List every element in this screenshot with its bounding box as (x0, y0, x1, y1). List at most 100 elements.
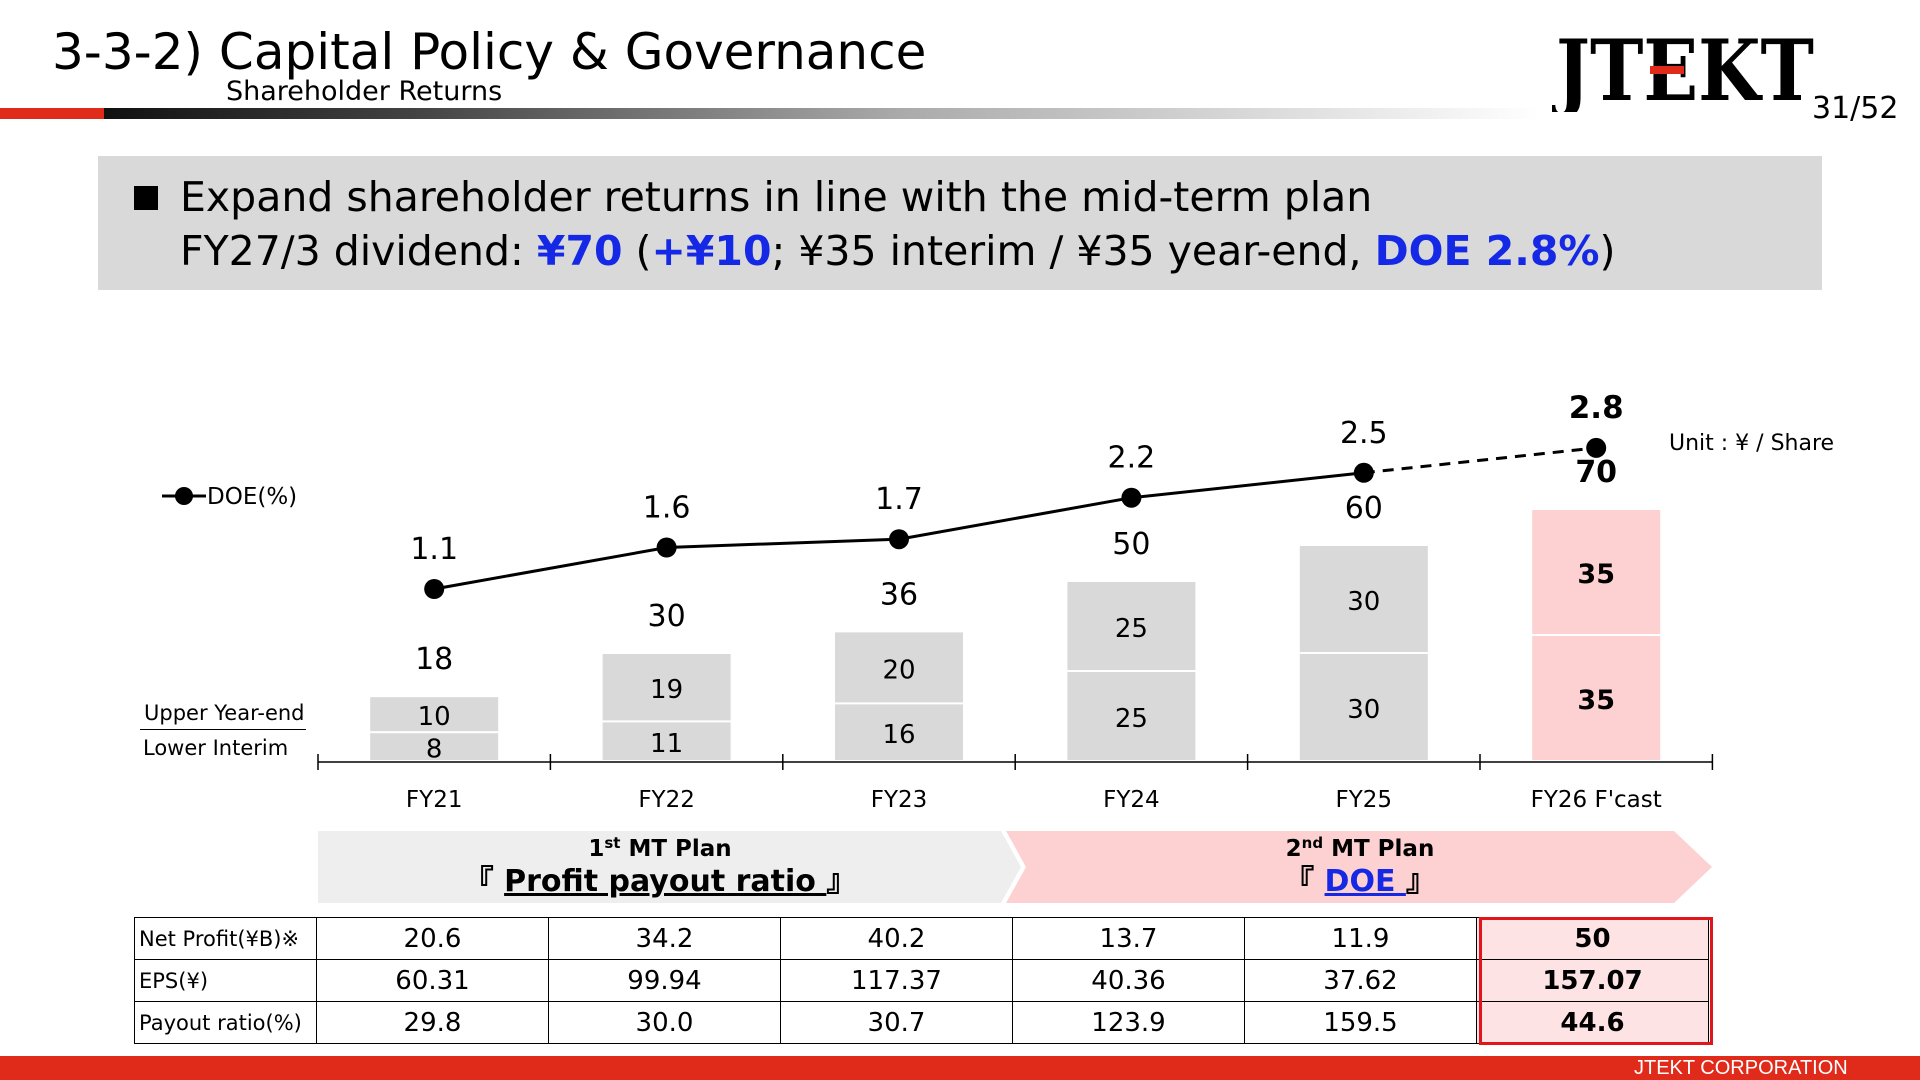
doe-point (656, 537, 677, 558)
message-banner: Expand shareholder returns in line with … (98, 156, 1822, 290)
table-cell: 13.7 (1012, 917, 1245, 960)
data-label-total: 60 (1345, 491, 1383, 526)
plan-2-label: 2nd MT Plan 『 DOE 』 (1020, 834, 1700, 900)
data-label-total: 70 (1575, 455, 1617, 490)
table-cell: 40.2 (780, 917, 1013, 960)
x-tick-label: FY23 (871, 787, 928, 813)
bar-interim (1067, 672, 1196, 760)
plan-1-label: 1st MT Plan 『 Profit payout ratio 』 (320, 834, 1000, 900)
doe-label: 2.5 (1340, 416, 1388, 451)
bar-year-end (1299, 546, 1428, 652)
plan-2-arrow (1006, 831, 1712, 903)
stack-label-divider (140, 729, 306, 730)
banner-line-1: Expand shareholder returns in line with … (180, 173, 1373, 221)
bar-year-end (1532, 510, 1661, 634)
table-cell: 37.62 (1244, 959, 1477, 1002)
plan-1-title: 1st MT Plan (588, 834, 732, 863)
table-cell: 40.36 (1012, 959, 1245, 1002)
footer-bar: JTEKT CORPORATION (0, 1056, 1920, 1080)
row-label-eps: EPS(¥) (134, 959, 317, 1002)
table-cell: 29.8 (316, 1001, 549, 1044)
legend-marker (175, 487, 193, 505)
page-number: 31/52 (1812, 91, 1899, 126)
unit-label: Unit : ¥ / Share (1669, 431, 1835, 456)
table-cell: 34.2 (548, 917, 781, 960)
plan-1-arrow (318, 831, 1021, 903)
x-tick-label: FY22 (638, 787, 695, 813)
close-paren: ) (1599, 227, 1616, 275)
x-tick-label: FY21 (406, 787, 463, 813)
bar-year-end (370, 697, 499, 732)
table-row: EPS(¥) 60.31 99.94 117.37 40.36 37.62 15… (134, 959, 1709, 1002)
x-tick-label: FY26 F'cast (1531, 787, 1662, 813)
doe-point (889, 529, 909, 550)
bar-interim (602, 722, 731, 760)
row-label-net-profit: Net Profit(¥B)※ (134, 917, 317, 960)
doe-point (1121, 487, 1142, 508)
table-row: Net Profit(¥B)※ 20.6 34.2 40.2 13.7 11.9… (134, 917, 1709, 960)
footer-company: JTEKT CORPORATION (1634, 1057, 1848, 1079)
forecast-highlight-box (1479, 917, 1713, 1045)
bar-interim (370, 733, 499, 760)
data-label-interim: 35 (1577, 685, 1615, 716)
table-cell-forecast: 44.6 (1476, 1001, 1709, 1044)
banner-prefix: FY27/3 dividend: (180, 227, 537, 275)
open-paren: ( (622, 227, 652, 275)
doe-point (1586, 437, 1607, 458)
table-cell: 60.31 (316, 959, 549, 1002)
data-label-interim: 8 (426, 735, 443, 765)
title-rule (0, 108, 1540, 119)
square-bullet-icon (134, 186, 158, 210)
table-cell: 30.7 (780, 1001, 1013, 1044)
data-label-total: 36 (880, 577, 918, 612)
data-label-year-end: 30 (1347, 587, 1380, 617)
doe-point (1353, 462, 1374, 483)
doe-label: 2.2 (1108, 441, 1156, 476)
data-label-year-end: 19 (650, 675, 683, 705)
bar-interim (835, 704, 963, 760)
data-label-interim: 11 (650, 729, 683, 759)
doe-label: 1.7 (875, 482, 923, 517)
x-tick-label: FY25 (1336, 787, 1393, 813)
stack-label-lower: Lower Interim (143, 736, 289, 760)
bar-interim (1299, 654, 1428, 760)
banner-line-2: FY27/3 dividend: ¥70 (+¥10; ¥35 interim … (180, 224, 1615, 278)
jtekt-logo: JTEKT (1552, 24, 1814, 112)
data-label-interim: 16 (882, 720, 915, 750)
plan-1-policy: 『 Profit payout ratio 』 (463, 864, 857, 899)
doe-label: 1.1 (410, 532, 458, 567)
page-title: 3-3-2) Capital Policy & Governance (52, 23, 927, 81)
doe-label: 2.8 (1569, 390, 1624, 426)
table-cell-forecast: 157.07 (1476, 959, 1709, 1002)
table-cell: 123.9 (1012, 1001, 1245, 1044)
data-label-total: 30 (648, 599, 686, 634)
table-cell: 30.0 (548, 1001, 781, 1044)
bar-year-end (835, 632, 963, 703)
plan-2-policy: 『 DOE 』 (1284, 864, 1436, 899)
data-label-interim: 25 (1115, 704, 1148, 734)
legend-label: DOE(%) (207, 484, 297, 510)
data-label-year-end: 20 (882, 655, 915, 685)
data-label-interim: 30 (1347, 695, 1380, 725)
logo-accent (1650, 66, 1684, 74)
x-tick-label: FY24 (1103, 787, 1160, 813)
table-cell: 20.6 (316, 917, 549, 960)
banner-mid: ; ¥35 interim / ¥35 year-end, (771, 227, 1375, 275)
bar-year-end (1067, 582, 1196, 670)
table-cell: 117.37 (780, 959, 1013, 1002)
table-cell: 99.94 (548, 959, 781, 1002)
dividend-amount: ¥70 (536, 227, 623, 275)
doe-target: DOE 2.8% (1374, 227, 1600, 275)
data-label-year-end: 25 (1115, 614, 1148, 644)
doe-label: 1.6 (643, 491, 691, 526)
table-cell: 159.5 (1244, 1001, 1477, 1044)
page-subtitle: Shareholder Returns (226, 76, 503, 107)
bar-interim (1532, 636, 1661, 760)
dividend-increase: +¥10 (651, 227, 772, 275)
data-label-total: 18 (415, 642, 453, 677)
data-label-total: 50 (1112, 527, 1150, 562)
stack-label-upper: Upper Year-end (144, 701, 305, 725)
doe-line-forecast (1363, 446, 1597, 475)
row-label-payout-ratio: Payout ratio(%) (134, 1001, 317, 1044)
